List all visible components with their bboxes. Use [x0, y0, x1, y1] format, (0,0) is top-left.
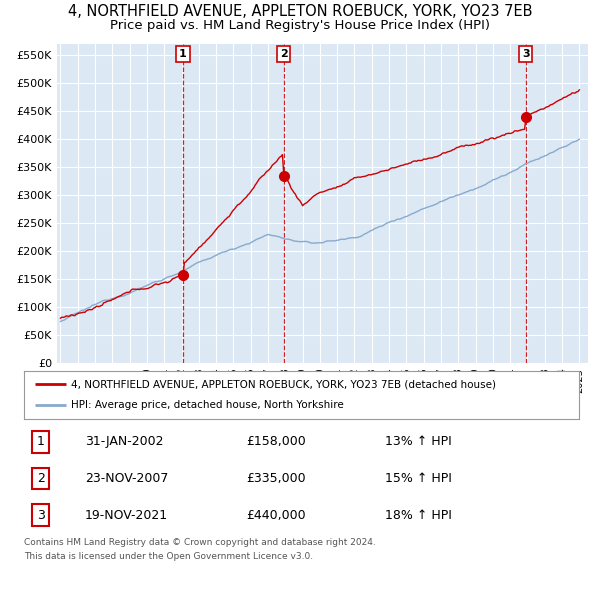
- Text: 23-NOV-2007: 23-NOV-2007: [85, 472, 169, 485]
- Text: 4, NORTHFIELD AVENUE, APPLETON ROEBUCK, YORK, YO23 7EB (detached house): 4, NORTHFIELD AVENUE, APPLETON ROEBUCK, …: [71, 379, 496, 389]
- Text: This data is licensed under the Open Government Licence v3.0.: This data is licensed under the Open Gov…: [24, 552, 313, 560]
- Text: 18% ↑ HPI: 18% ↑ HPI: [385, 509, 452, 522]
- Text: 19-NOV-2021: 19-NOV-2021: [85, 509, 168, 522]
- Text: Price paid vs. HM Land Registry's House Price Index (HPI): Price paid vs. HM Land Registry's House …: [110, 19, 490, 32]
- Text: 1: 1: [179, 49, 187, 59]
- Text: 13% ↑ HPI: 13% ↑ HPI: [385, 435, 452, 448]
- Text: 3: 3: [37, 509, 44, 522]
- Text: £440,000: £440,000: [246, 509, 305, 522]
- Text: 3: 3: [522, 49, 530, 59]
- Text: 4, NORTHFIELD AVENUE, APPLETON ROEBUCK, YORK, YO23 7EB: 4, NORTHFIELD AVENUE, APPLETON ROEBUCK, …: [68, 4, 532, 19]
- Text: Contains HM Land Registry data © Crown copyright and database right 2024.: Contains HM Land Registry data © Crown c…: [24, 538, 376, 547]
- Text: 31-JAN-2002: 31-JAN-2002: [85, 435, 164, 448]
- Text: £335,000: £335,000: [246, 472, 305, 485]
- Text: 2: 2: [37, 472, 44, 485]
- Text: £158,000: £158,000: [246, 435, 306, 448]
- Text: 1: 1: [37, 435, 44, 448]
- Text: 2: 2: [280, 49, 287, 59]
- Text: HPI: Average price, detached house, North Yorkshire: HPI: Average price, detached house, Nort…: [71, 401, 344, 411]
- Text: 15% ↑ HPI: 15% ↑ HPI: [385, 472, 452, 485]
